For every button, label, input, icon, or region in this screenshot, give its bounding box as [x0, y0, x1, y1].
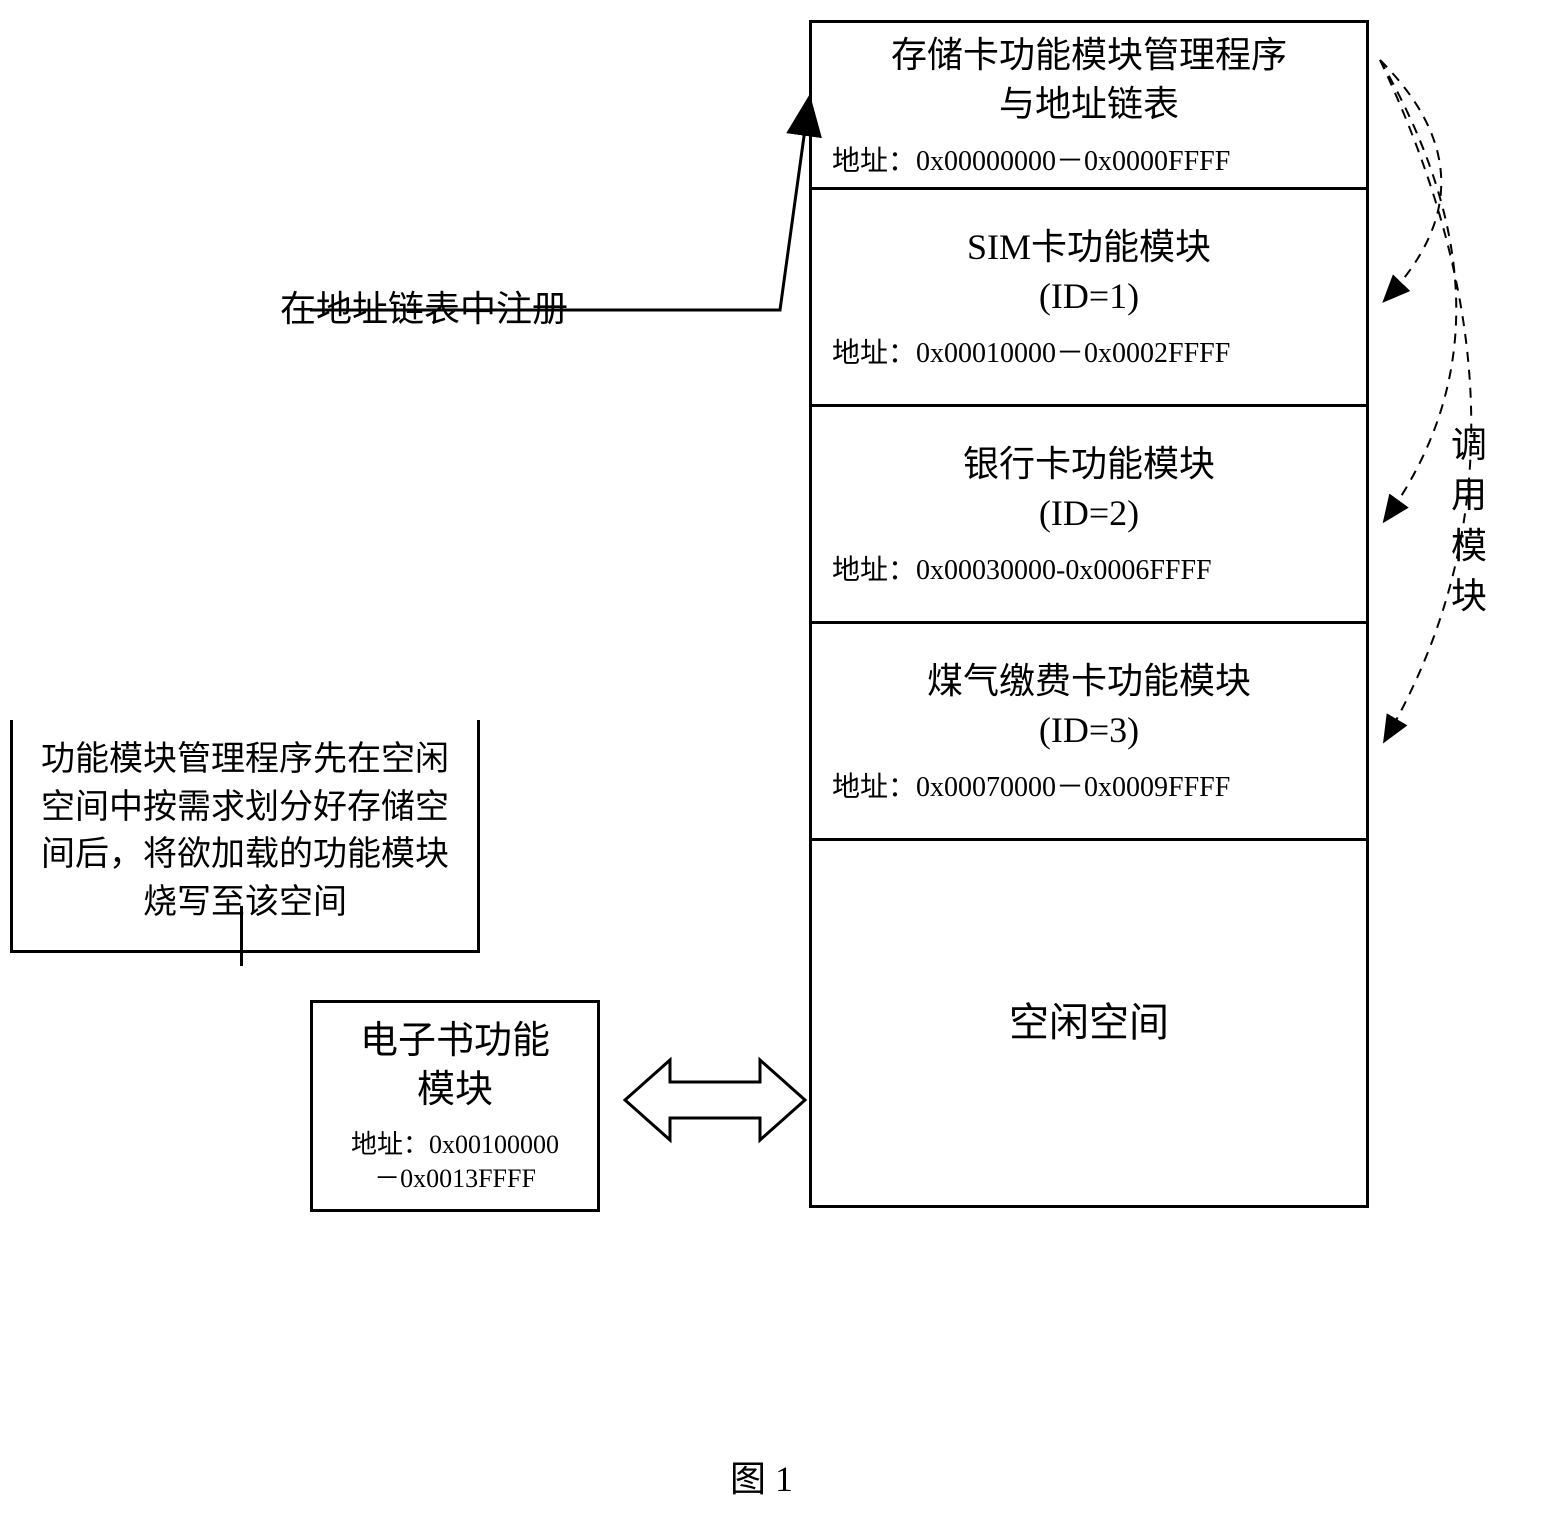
- ebook-module-box: 电子书功能模块 地址：0x00100000－0x0013FFFF: [310, 1000, 600, 1212]
- register-arrow: [310, 100, 809, 310]
- mem-block-bank: 银行卡功能模块 (ID=2) 地址：0x00030000-0x0006FFFF: [809, 404, 1369, 624]
- block-addr: 地址：0x00000000－0x0000FFFF: [832, 139, 1346, 179]
- block-title: SIM卡功能模块: [832, 223, 1346, 272]
- block-sub: (ID=1): [832, 272, 1346, 321]
- block-title: 空闲空间: [832, 996, 1346, 1050]
- block-addr: 地址：0x00030000-0x0006FFFF: [832, 548, 1346, 588]
- note-box: 功能模块管理程序先在空闲空间中按需求划分好存储空间后，将欲加载的功能模块烧写至该…: [10, 720, 480, 953]
- ebook-addr: 地址：0x00100000－0x0013FFFF: [323, 1128, 587, 1196]
- note-tail: [240, 906, 243, 966]
- block-sub: (ID=2): [832, 489, 1346, 538]
- block-sub: (ID=3): [832, 706, 1346, 755]
- call-curve-3: [1380, 60, 1471, 740]
- call-curve-2: [1380, 60, 1456, 520]
- mem-block-gas: 煤气缴费卡功能模块 (ID=3) 地址：0x00070000－0x0009FFF…: [809, 621, 1369, 841]
- ebook-title: 电子书功能模块: [323, 1017, 587, 1116]
- mem-block-manager: 存储卡功能模块管理程序与地址链表 地址：0x00000000－0x0000FFF…: [809, 20, 1369, 190]
- block-title: 银行卡功能模块: [832, 440, 1346, 489]
- mem-block-free: 空闲空间: [809, 838, 1369, 1208]
- double-arrow-icon: [625, 1060, 805, 1140]
- block-title: 煤气缴费卡功能模块: [832, 657, 1346, 706]
- block-addr: 地址：0x00070000－0x0009FFFF: [832, 765, 1346, 805]
- call-curve-1: [1380, 60, 1441, 300]
- figure-caption: 图 1: [730, 1450, 793, 1502]
- block-addr: 地址：0x00010000－0x0002FFFF: [832, 331, 1346, 371]
- side-label: 调用模块: [1449, 420, 1489, 622]
- block-title: 存储卡功能模块管理程序与地址链表: [832, 31, 1346, 128]
- memory-stack: 存储卡功能模块管理程序与地址链表 地址：0x00000000－0x0000FFF…: [809, 20, 1369, 1208]
- register-label: 在地址链表中注册: [280, 280, 568, 332]
- mem-block-sim: SIM卡功能模块 (ID=1) 地址：0x00010000－0x0002FFFF: [809, 187, 1369, 407]
